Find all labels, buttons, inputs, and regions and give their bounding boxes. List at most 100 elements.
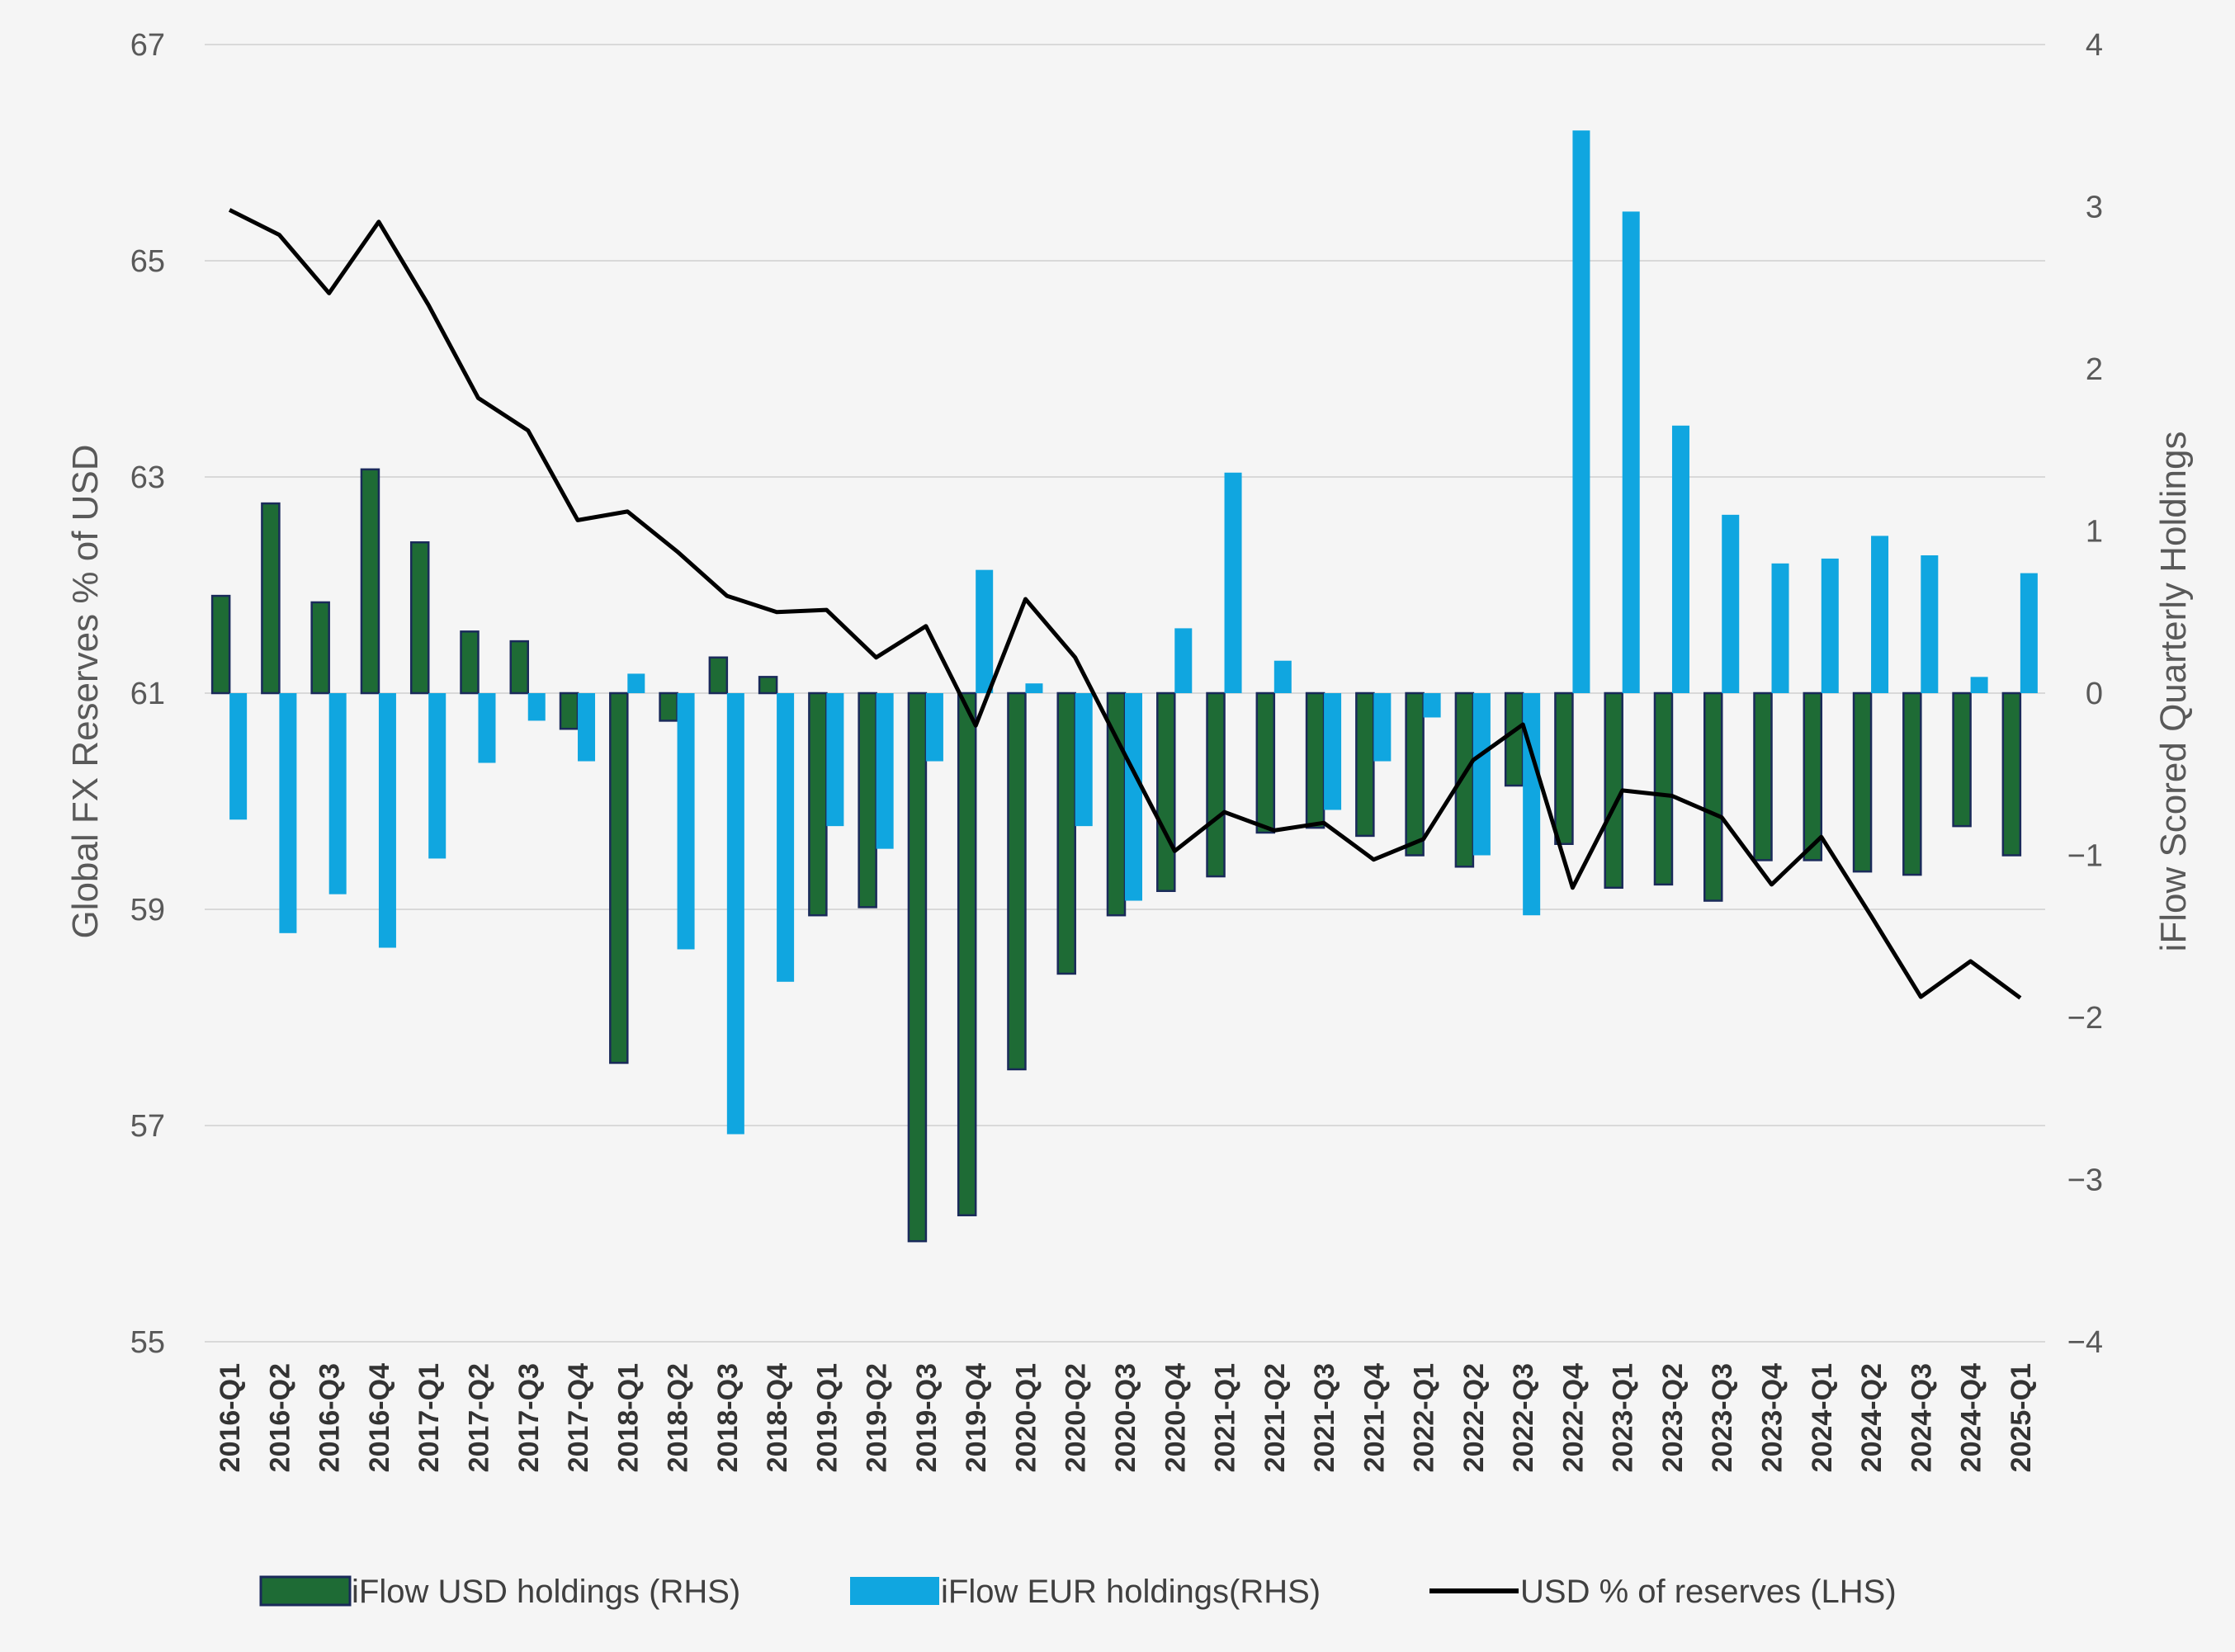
x-tick-label: 2024-Q4 [1956,1363,1987,1472]
bar-eur [627,673,645,693]
bar-eur [1622,211,1640,693]
bar-eur [527,693,546,721]
usd-reserves-polyline [228,208,2022,1000]
bar-usd [957,691,977,1216]
bar-usd [659,691,678,722]
right-axis-ticks: 4 3 2 1 0 −1 −2 −3 −4 [2067,28,2103,1360]
bar-usd [360,468,380,695]
x-tick-label: 2022-Q1 [1409,1363,1440,1472]
bar-usd [858,691,877,909]
bar-eur [1921,555,1939,693]
bar-usd [310,601,330,695]
bar-eur [826,693,844,827]
legend: iFlow USD holdings (RHS) iFlow EUR holdi… [259,1574,1897,1610]
right-tick-label: 1 [2086,515,2103,550]
bar-usd [1156,691,1176,892]
right-tick-label: −4 [2067,1325,2103,1360]
x-tick-label: 2022-Q3 [1508,1363,1539,1472]
bar-eur [876,693,894,849]
x-tick-label: 2016-Q1 [215,1363,246,1472]
right-tick-label: 2 [2086,352,2103,387]
bar-usd [1504,691,1524,787]
bar-eur [1871,536,1889,693]
x-tick-label: 2021-Q1 [1210,1363,1241,1472]
left-axis-ticks: 67 65 63 61 59 57 55 [130,28,165,1360]
x-tick-label: 2023-Q4 [1757,1363,1788,1472]
eur-bars [229,130,2038,1135]
left-tick-label: 57 [130,1109,165,1144]
bar-eur [1423,693,1441,718]
bar-eur [1821,558,1839,693]
left-tick-label: 65 [130,244,165,279]
x-tick-label: 2022-Q2 [1458,1363,1490,1472]
right-tick-label: 4 [2086,28,2103,63]
x-tick-label: 2023-Q2 [1657,1363,1689,1472]
bar-eur [328,693,347,894]
right-tick-label: 0 [2086,677,2103,711]
bar-eur [1025,683,1043,693]
right-tick-label: 3 [2086,191,2103,225]
legend-label-eur: iFlow EUR holdings(RHS) [941,1574,1321,1610]
bar-usd [1952,691,1972,828]
x-tick-label: 2020-Q3 [1110,1363,1141,1472]
bar-usd [1056,691,1076,975]
bar-usd [907,691,928,1243]
left-tick-label: 61 [130,677,165,711]
bar-usd [708,656,729,695]
bar-usd [1554,691,1574,845]
x-tick-label: 2023-Q3 [1707,1363,1738,1472]
bar-usd [210,594,231,695]
right-axis-title: iFlow Scored Quarterly Holdings [2153,432,2194,952]
bar-eur [1224,472,1242,693]
x-tick-label: 2017-Q1 [413,1363,445,1472]
bar-eur [428,693,447,859]
left-tick-label: 67 [130,28,165,63]
x-tick-label: 2022-Q4 [1557,1363,1589,1472]
left-tick-label: 59 [130,893,165,927]
x-tick-label: 2016-Q3 [314,1363,346,1472]
bar-eur [1771,563,1789,693]
left-axis-title: Global FX Reserves % of USD [65,444,106,938]
bar-eur [925,693,943,762]
bar-usd [1653,691,1674,886]
bar-usd [1206,691,1226,878]
bar-eur [279,693,297,933]
bar-usd [1305,691,1325,829]
bar-eur [1324,693,1342,810]
right-tick-label: −3 [2067,1163,2103,1198]
bar-usd [609,691,629,1064]
usd-reserves-line [228,208,2022,1000]
x-axis-ticks: 2016-Q1 2016-Q2 2016-Q3 2016-Q4 2017-Q1 2017-… [215,1363,2037,1472]
x-tick-label: 2018-Q1 [612,1363,644,1472]
x-tick-label: 2019-Q3 [911,1363,943,1472]
x-tick-label: 2020-Q2 [1061,1363,1092,1472]
bar-eur [1671,425,1689,693]
x-tick-label: 2019-Q4 [961,1363,992,1472]
bar-usd [559,691,579,730]
bar-usd [1753,691,1773,861]
x-tick-label: 2016-Q4 [364,1363,395,1472]
x-tick-label: 2018-Q2 [663,1363,694,1472]
bar-usd [1852,691,1873,873]
left-tick-label: 63 [130,460,165,495]
bar-usd [460,630,480,695]
x-tick-label: 2018-Q3 [712,1363,744,1472]
left-tick-label: 55 [130,1325,165,1360]
x-tick-label: 2020-Q4 [1160,1363,1191,1472]
x-tick-label: 2023-Q1 [1608,1363,1639,1472]
usd-bars [210,468,2022,1243]
bar-eur [1722,514,1740,693]
bar-eur [1970,677,1988,693]
bar-eur [229,693,248,820]
bar-eur [378,693,396,948]
x-tick-label: 2019-Q1 [811,1363,843,1472]
bar-usd [1255,691,1276,834]
x-tick-label: 2016-Q2 [264,1363,295,1472]
x-tick-label: 2019-Q2 [862,1363,893,1472]
bar-usd [1703,691,1723,902]
bar-usd [1355,691,1375,838]
bar-eur [976,569,994,693]
x-tick-label: 2020-Q1 [1011,1363,1042,1472]
legend-swatch-usd [259,1575,352,1607]
